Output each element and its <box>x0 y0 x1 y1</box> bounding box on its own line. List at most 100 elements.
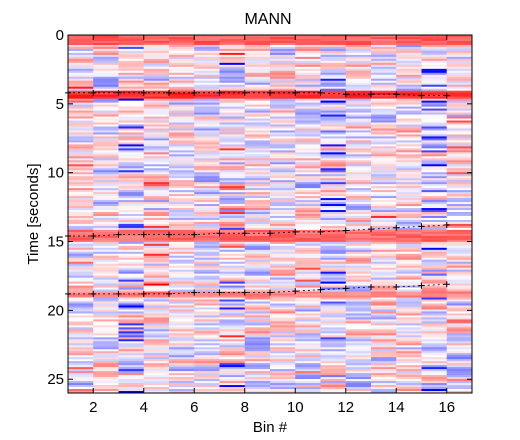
heatmap-cell <box>371 343 397 346</box>
heatmap-cell <box>93 198 119 201</box>
heatmap-cell <box>143 170 170 173</box>
heatmap-cell <box>143 237 170 241</box>
heatmap-cell <box>194 152 220 155</box>
heatmap-cell <box>421 261 448 265</box>
heatmap-cell <box>143 192 170 195</box>
heatmap-cell <box>143 215 170 219</box>
heatmap-cell <box>93 285 119 288</box>
heatmap-cell <box>396 188 422 191</box>
heatmap-cell <box>194 359 220 362</box>
heatmap-cell <box>320 293 347 296</box>
heatmap-cell <box>270 122 296 125</box>
heatmap-cell <box>93 84 119 88</box>
heatmap-cell <box>421 365 448 368</box>
heatmap-cell <box>396 229 422 233</box>
heatmap-cell <box>244 281 271 285</box>
heatmap-cell <box>143 367 170 370</box>
x-tick-label: 4 <box>140 399 148 416</box>
heatmap-cell <box>270 48 296 52</box>
heatmap-cell <box>118 357 145 360</box>
heatmap-cell <box>446 176 473 179</box>
heatmap-cell <box>219 198 246 201</box>
heatmap-cell <box>194 208 220 211</box>
heatmap-cell <box>295 301 321 304</box>
heatmap-cell <box>194 58 220 62</box>
heatmap-cell <box>93 223 119 227</box>
heatmap-cell <box>421 349 448 352</box>
y-tick-label: 20 <box>47 302 64 319</box>
heatmap-cell <box>295 277 321 281</box>
heatmap-cell <box>295 281 321 285</box>
heatmap-cell <box>68 116 94 119</box>
heatmap-cell <box>244 235 271 239</box>
heatmap-cell <box>320 275 347 279</box>
heatmap-cell <box>143 283 170 286</box>
heatmap-cell <box>421 263 448 267</box>
heatmap-cell <box>68 379 94 382</box>
heatmap-cell <box>446 102 473 106</box>
heatmap-cell <box>270 162 296 165</box>
heatmap-cell <box>396 186 422 189</box>
heatmap-cell <box>371 160 397 163</box>
heatmap-cell <box>68 327 94 330</box>
heatmap-cell <box>320 190 347 193</box>
heatmap-cell <box>345 210 372 213</box>
heatmap-cell <box>396 72 422 76</box>
heatmap-cell <box>446 110 473 113</box>
heatmap-cell <box>345 299 372 302</box>
heatmap-cell <box>118 194 145 197</box>
heatmap-cell <box>421 271 448 275</box>
heatmap-cell <box>143 295 170 298</box>
heatmap-cell <box>194 102 220 106</box>
heatmap-cell <box>68 196 94 199</box>
heatmap-cell <box>68 363 94 366</box>
heatmap-cell <box>118 365 145 368</box>
heatmap-cell <box>244 36 271 40</box>
heatmap-cell <box>345 371 372 374</box>
heatmap-cell <box>345 233 372 237</box>
heatmap-cell <box>446 307 473 310</box>
heatmap-cell <box>244 140 271 143</box>
heatmap-cell <box>446 192 473 195</box>
heatmap-cell <box>295 373 321 376</box>
heatmap-cell <box>143 154 170 157</box>
heatmap-cell <box>194 60 220 64</box>
heatmap-cell <box>421 168 448 171</box>
heatmap-cell <box>93 48 119 52</box>
heatmap-cell <box>345 317 372 320</box>
heatmap-cell <box>270 204 296 207</box>
heatmap-cell <box>396 116 422 119</box>
heatmap-cell <box>93 64 119 68</box>
heatmap-cell <box>244 227 271 231</box>
heatmap-cell <box>421 148 448 151</box>
heatmap-cell <box>93 202 119 205</box>
heatmap-cell <box>68 60 94 64</box>
heatmap-cell <box>396 369 422 372</box>
heatmap-cell <box>169 231 195 235</box>
heatmap-cell <box>244 80 271 84</box>
heatmap-cell <box>396 160 422 163</box>
heatmap-cell <box>396 74 422 78</box>
heatmap-cell <box>219 385 246 388</box>
heatmap-cell <box>446 269 473 273</box>
heatmap-cell <box>371 297 397 300</box>
heatmap-cell <box>270 215 296 219</box>
heatmap-cell <box>396 215 422 219</box>
heatmap-cell <box>345 112 372 115</box>
heatmap-cell <box>396 361 422 364</box>
heatmap-cell <box>345 164 372 167</box>
heatmap-cell <box>169 90 195 94</box>
heatmap-cell <box>118 373 145 376</box>
heatmap-cell <box>169 225 195 229</box>
heatmap-cell <box>219 337 246 340</box>
heatmap-cell <box>118 215 145 219</box>
heatmap-cell <box>345 180 372 183</box>
heatmap-cell <box>143 94 170 98</box>
heatmap-cell <box>270 90 296 94</box>
heatmap-cell <box>446 80 473 84</box>
heatmap-cell <box>270 150 296 153</box>
heatmap-cell <box>194 321 220 324</box>
heatmap-cell <box>345 206 372 209</box>
heatmap-cell <box>93 341 119 344</box>
